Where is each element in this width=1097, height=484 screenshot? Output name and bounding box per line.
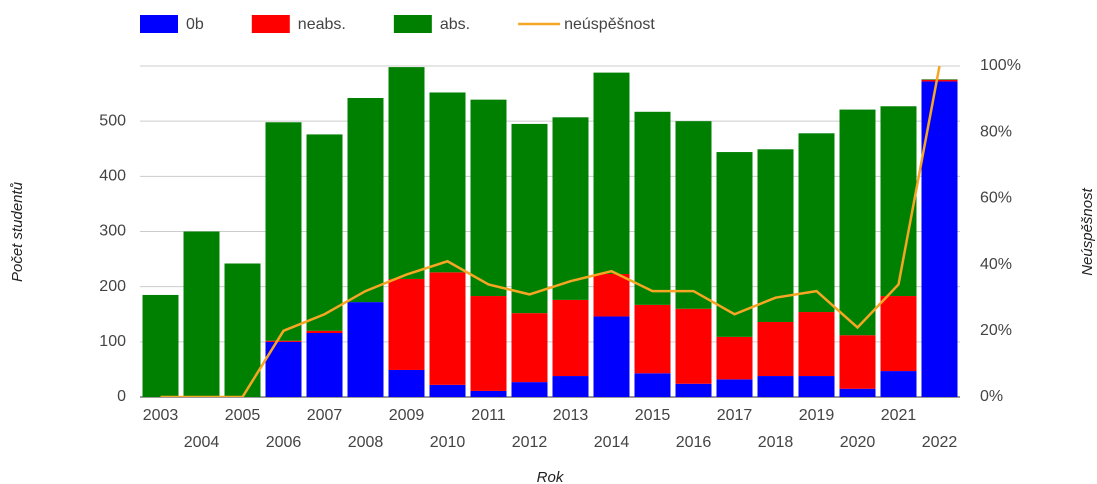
bar-segment (347, 97, 384, 303)
bar-segment (757, 149, 794, 322)
x-tick-label: 2014 (594, 434, 630, 451)
legend-label: neúspěšnost (564, 16, 655, 33)
x-tick-label: 2015 (635, 407, 671, 424)
y2-axis-label: Neúspěšnost (1079, 187, 1096, 275)
bar-segment (634, 373, 671, 397)
legend-swatch (140, 15, 178, 33)
line-group (160, 66, 941, 397)
x-tick-label: 2019 (799, 407, 835, 424)
x-tick-label: 2017 (717, 407, 753, 424)
legend-label: neabs. (298, 16, 346, 33)
bar-segment (552, 299, 589, 377)
y-tick-label: 500 (99, 112, 126, 129)
bar-segment (921, 79, 958, 80)
bar-segment (798, 312, 835, 377)
y-axis-label: Počet studentů (9, 181, 26, 282)
bar-segment (511, 382, 548, 397)
bar-segment (921, 79, 958, 82)
bar-segment (880, 296, 917, 372)
y-tick-label: 200 (99, 278, 126, 295)
bar-segment (839, 335, 876, 389)
x-tick-label: 2020 (840, 434, 876, 451)
y2-tick-label: 80% (980, 123, 1012, 140)
y2-tick-label: 20% (980, 322, 1012, 339)
y2-tick-label: 100% (980, 57, 1021, 74)
bar-segment (265, 122, 302, 341)
bar-segment (306, 330, 343, 334)
bar-segment (470, 390, 507, 397)
bar-segment (880, 106, 917, 297)
line (160, 66, 941, 397)
bar-segment (552, 376, 589, 397)
x-tick-label: 2016 (676, 434, 712, 451)
bar-segment (593, 273, 630, 317)
bar-segment (470, 99, 507, 297)
bar-segment (388, 278, 425, 370)
x-tick-label: 2004 (184, 434, 220, 451)
bar-segment (142, 294, 179, 397)
x-tick-label: 2021 (881, 407, 917, 424)
bar-segment (675, 121, 712, 309)
x-tick-label: 2005 (225, 407, 261, 424)
bar-segment (716, 379, 753, 397)
bar-segment (347, 302, 384, 397)
legend-label: abs. (440, 16, 470, 33)
bar-segment (716, 336, 753, 380)
x-tick-label: 2007 (307, 407, 343, 424)
x-tick-label: 2008 (348, 434, 384, 451)
bar-segment (224, 263, 261, 397)
bar-segment (880, 371, 917, 397)
bar-segment (593, 316, 630, 397)
legend-swatch (251, 15, 290, 33)
y-tick-label: 300 (99, 223, 126, 240)
y-tick-label: 100 (99, 333, 126, 350)
bar-segment (757, 376, 794, 397)
bar-segment (306, 134, 343, 331)
y2-tick-label: 60% (980, 190, 1012, 207)
bar-segment (511, 123, 548, 314)
bar-segment (593, 72, 630, 274)
x-tick-label: 2011 (471, 407, 506, 424)
bar-segment (798, 133, 835, 313)
x-tick-label: 2006 (266, 434, 302, 451)
bar-segment (511, 313, 548, 383)
x-tick-label: 2022 (922, 434, 958, 451)
bar-segment (757, 321, 794, 377)
bar-segment (675, 383, 712, 397)
x-tick-label: 2018 (758, 434, 794, 451)
y-tick-label: 400 (99, 168, 126, 185)
y-tick-label: 0 (117, 388, 126, 405)
bar-segment (183, 231, 220, 397)
bar-segment (306, 333, 343, 397)
bar-segment (470, 296, 507, 391)
bar-segment (388, 369, 425, 397)
bar-segment (429, 384, 466, 397)
bar-segment (675, 308, 712, 384)
bar-segment (429, 272, 466, 385)
bar-segment (265, 340, 302, 342)
x-tick-label: 2009 (389, 407, 425, 424)
bar-segment (634, 304, 671, 374)
bar-segment (839, 388, 876, 397)
bar-segment (839, 109, 876, 336)
bar-segment (429, 92, 466, 273)
x-tick-label: 2003 (143, 407, 179, 424)
legend-label: 0b (186, 16, 204, 33)
x-tick-label: 2013 (553, 407, 589, 424)
x-tick-label: 2012 (512, 434, 548, 451)
bar-segment (552, 117, 589, 300)
y2-tick-label: 40% (980, 256, 1012, 273)
y2-tick-label: 0% (980, 388, 1003, 405)
bar-segment (388, 67, 425, 279)
bar-segment (798, 376, 835, 397)
x-tick-label: 2010 (430, 434, 466, 451)
legend-swatch (393, 15, 432, 33)
bar-segment (634, 111, 671, 305)
x-axis-label: Rok (537, 469, 565, 484)
